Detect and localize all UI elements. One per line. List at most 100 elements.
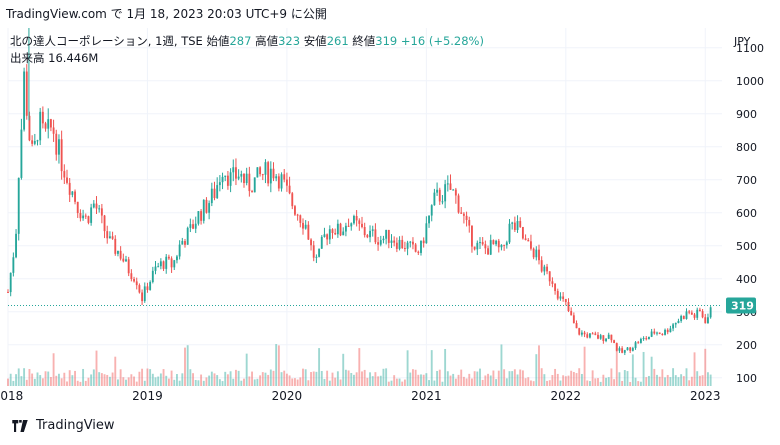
volume-bar — [639, 381, 642, 386]
candle-body — [685, 311, 688, 319]
volume-bar — [414, 369, 417, 386]
candle-body — [701, 311, 704, 318]
price-tick-label: 100 — [736, 372, 757, 385]
volume-bar — [232, 378, 235, 386]
volume-bar — [412, 369, 414, 386]
volume-bar — [492, 370, 495, 386]
candle-body — [25, 71, 28, 116]
volume-bar — [181, 373, 184, 386]
volume-bar — [454, 378, 457, 386]
volume-bar — [146, 368, 149, 386]
candle-body — [460, 212, 463, 214]
volume-bar — [487, 373, 489, 386]
volume-bar — [532, 381, 535, 386]
candle-body — [554, 283, 557, 291]
candle-body — [626, 347, 629, 351]
volume-bar — [575, 373, 578, 386]
volume-bar — [602, 374, 605, 386]
volume-bar — [178, 380, 181, 386]
footer-brand[interactable]: TradingView — [10, 418, 115, 433]
candle-body — [500, 244, 503, 248]
volume-bar — [674, 375, 677, 386]
volume-bar — [55, 375, 58, 386]
volume-bar — [623, 370, 626, 386]
candle-body — [430, 205, 433, 216]
time-tick-label: 2022 — [551, 389, 582, 403]
volume-bar — [682, 376, 685, 386]
candle-body — [688, 311, 691, 313]
volume-bar — [336, 371, 339, 386]
candle-body — [674, 323, 677, 325]
candle-body — [589, 333, 591, 338]
candle-body — [610, 334, 613, 341]
candle-body — [546, 266, 548, 272]
volume-bar — [634, 377, 637, 386]
volume-bar — [562, 375, 565, 386]
candle-body — [393, 240, 396, 243]
volume-bar — [430, 350, 433, 386]
candle-body — [108, 236, 111, 239]
volume-bar — [433, 380, 436, 386]
candle-body — [331, 229, 334, 233]
volume-bar — [556, 373, 559, 386]
candle-body — [243, 173, 245, 184]
volume-bar — [618, 372, 621, 386]
volume-bar — [350, 373, 353, 386]
volume-bar — [122, 377, 125, 386]
candle-body — [312, 245, 315, 258]
candle-body — [615, 343, 618, 351]
candle-body — [221, 176, 224, 183]
candle-body — [192, 224, 194, 229]
price-chart[interactable]: 10020030040050060070080090010001100 2018… — [0, 28, 780, 412]
candle-body — [350, 223, 353, 227]
volume-bar — [47, 371, 50, 386]
candle-body — [567, 302, 570, 312]
candle-body — [23, 71, 26, 130]
volume-bar — [339, 379, 342, 386]
low-value: 261 — [326, 34, 349, 48]
candle-body — [162, 261, 165, 269]
candle-body — [481, 242, 484, 245]
candle-body — [492, 240, 495, 245]
candle-body — [149, 282, 152, 290]
volume-bar — [7, 378, 9, 386]
volume-bar — [353, 374, 355, 386]
candle-body — [594, 333, 597, 335]
candle-body — [159, 261, 162, 267]
volume-bar — [382, 368, 385, 386]
volume-bar — [68, 370, 71, 386]
volume-bar — [52, 353, 55, 386]
volume-bar — [154, 377, 157, 386]
candle-body — [527, 239, 530, 242]
candle-body — [487, 248, 489, 255]
candle-body — [272, 168, 275, 179]
volume-bar — [208, 375, 211, 386]
volume-bar — [312, 371, 315, 386]
candle-body — [562, 296, 565, 299]
volume-bar — [369, 372, 371, 386]
candle-body — [473, 246, 476, 250]
open-value: 287 — [229, 34, 252, 48]
candle-body — [409, 241, 412, 243]
volume-bar — [173, 379, 176, 386]
price-axis[interactable]: 10020030040050060070080090010001100 — [736, 42, 764, 385]
volume-bar — [366, 377, 369, 386]
volume-bar — [275, 344, 278, 386]
candle-body — [417, 251, 420, 253]
volume-bar — [170, 370, 173, 386]
candle-body — [133, 278, 135, 282]
grid — [7, 28, 722, 386]
candle-body — [127, 259, 130, 274]
candle-body — [264, 162, 267, 175]
candle-body — [74, 191, 76, 202]
volume-bar — [393, 375, 396, 386]
volume-bar — [202, 380, 205, 386]
volume-bar — [117, 379, 119, 386]
candle-body — [58, 139, 60, 155]
candle-body — [253, 177, 256, 193]
volume-bar — [484, 375, 487, 386]
volume-bar — [420, 374, 422, 386]
time-axis[interactable]: 2018 2019 2020 2021 2022 2023 — [0, 389, 721, 403]
volume-bar — [650, 356, 653, 386]
candle-body — [444, 184, 447, 202]
